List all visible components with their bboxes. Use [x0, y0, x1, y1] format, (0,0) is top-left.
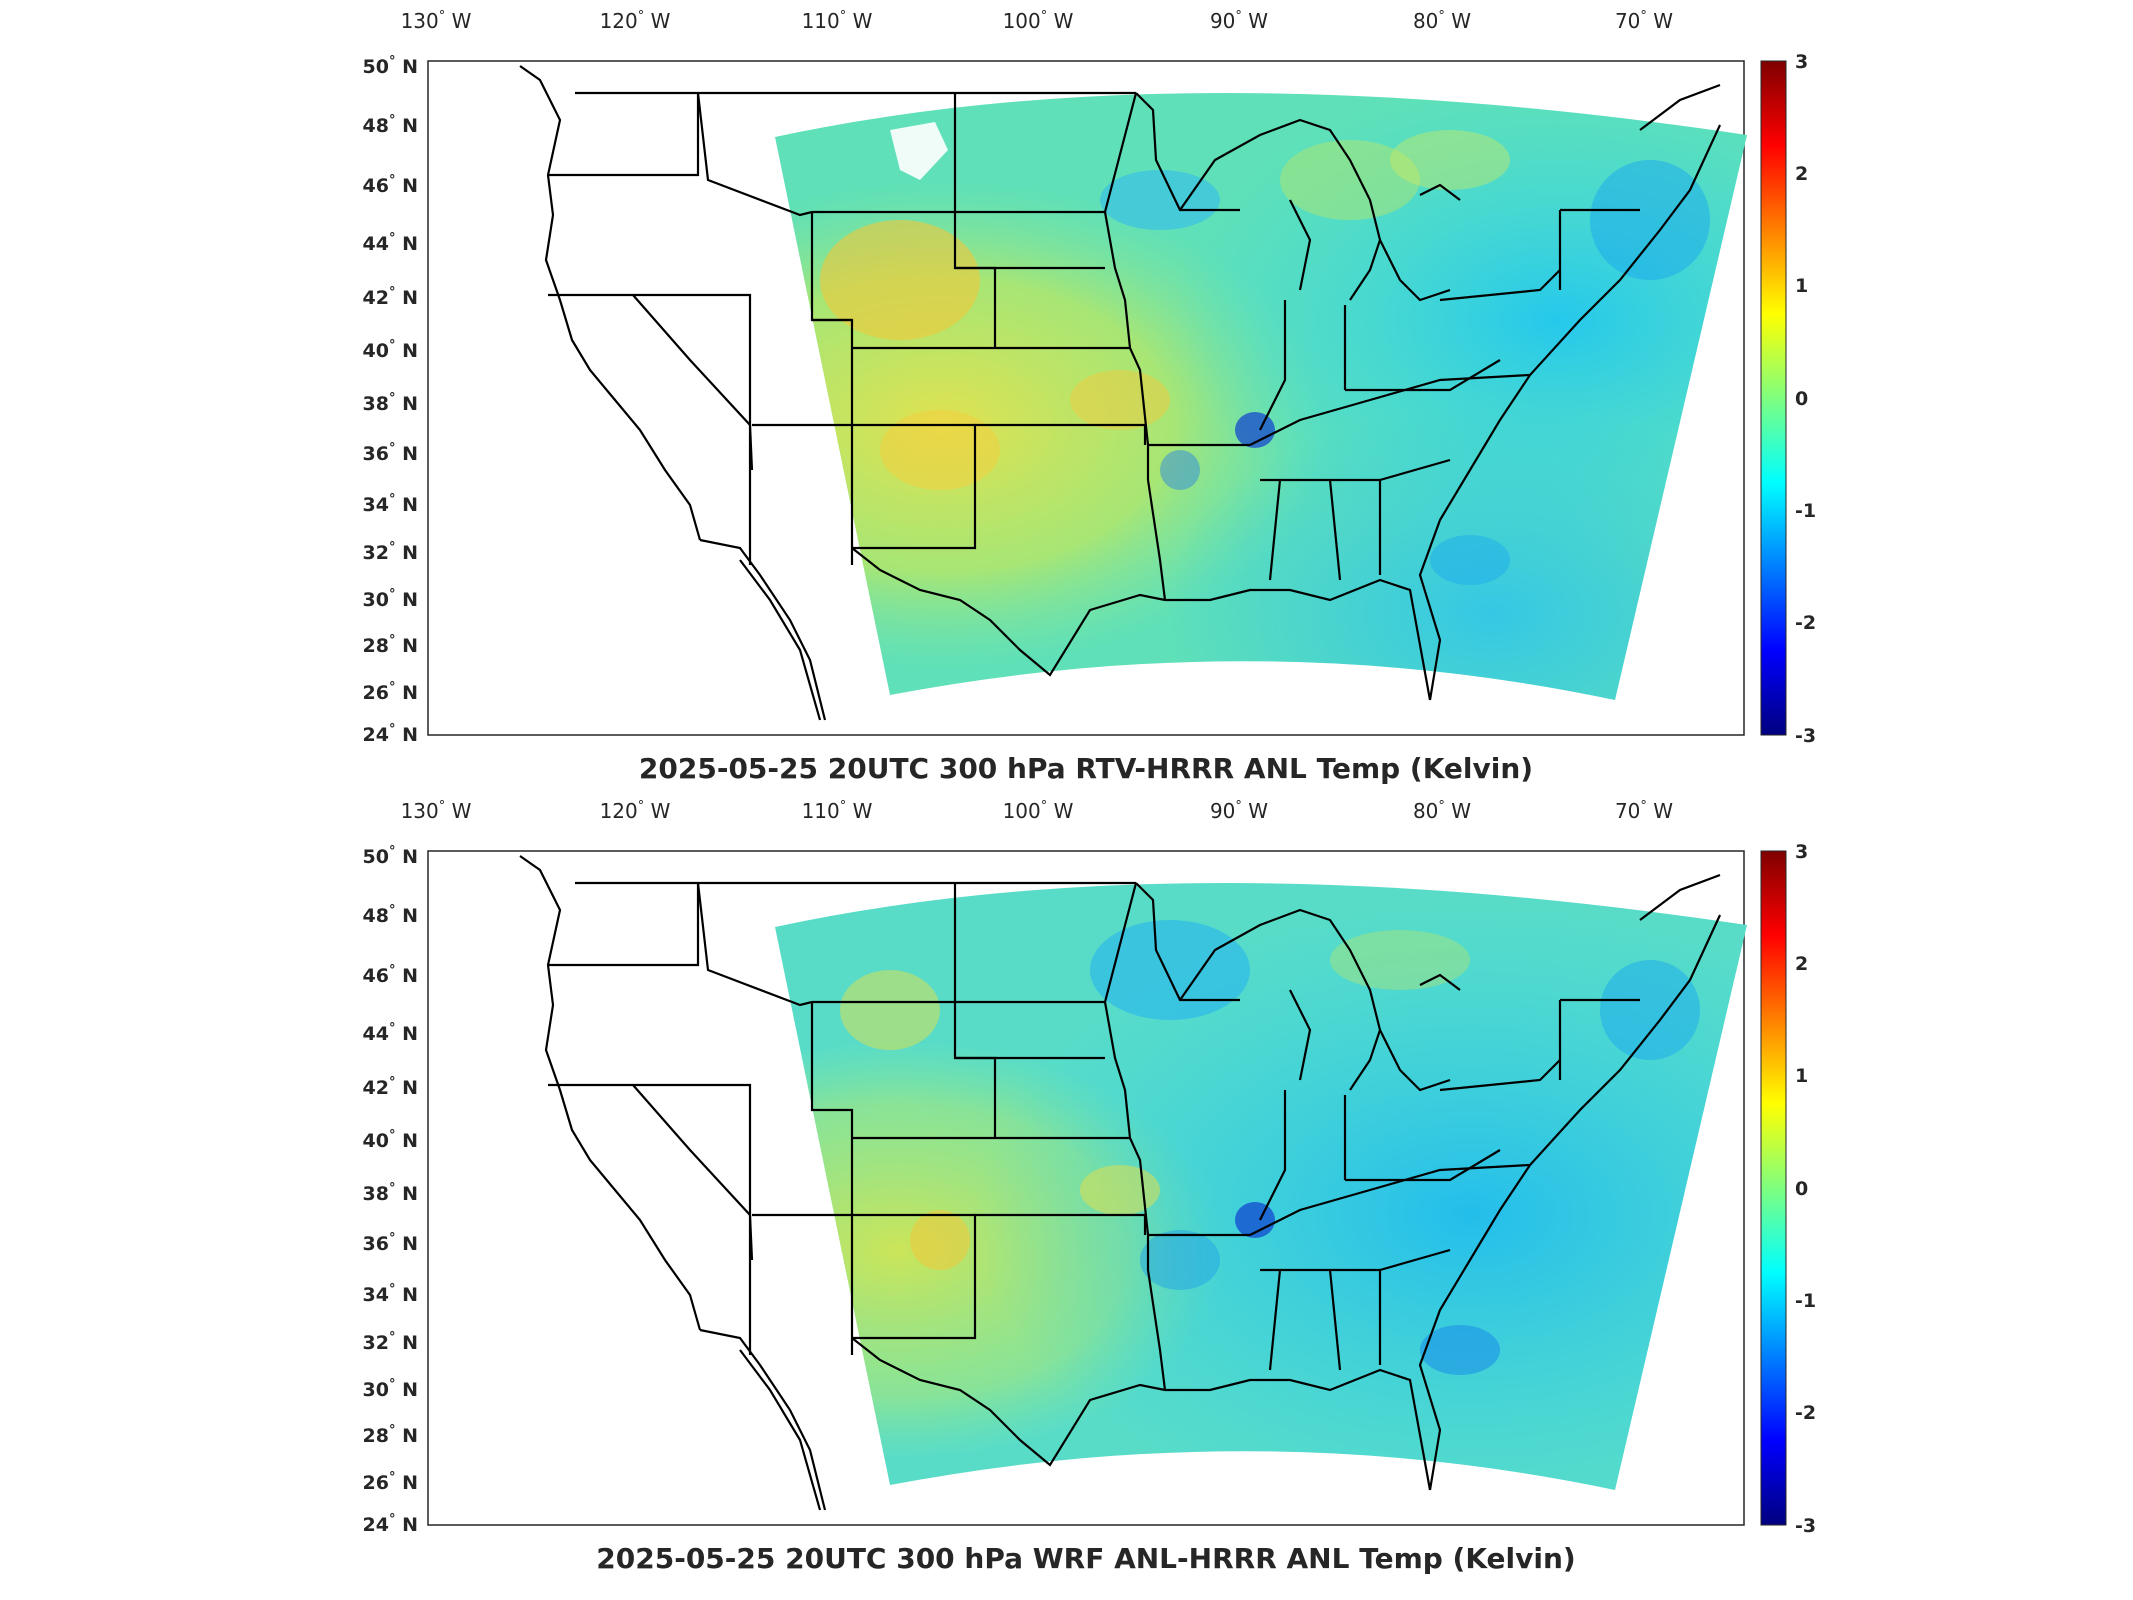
- colorbar-tick: -1: [1795, 1290, 1816, 1312]
- colorbar-gradient: [1760, 60, 1787, 736]
- lat-label: 36° N: [363, 1231, 418, 1255]
- colorbar-tick: 1: [1795, 275, 1808, 297]
- lat-label: 46° N: [363, 173, 418, 197]
- map-panel-bottom: 50° N 48° N 46° N 44° N 42° N 40° N 38° …: [0, 790, 2133, 1590]
- lon-label: 120° W: [600, 799, 671, 823]
- lon-label: 70° W: [1615, 9, 1673, 33]
- lat-label: 46° N: [363, 963, 418, 987]
- colorbar-bottom: 3 2 1 0 -1 -2 -3: [1760, 841, 1816, 1537]
- colorbar-tick: -2: [1795, 612, 1816, 634]
- lat-label: 42° N: [363, 285, 418, 309]
- map-svg-top: 50° N 48° N 46° N 44° N 42° N 40° N 38° …: [363, 9, 1817, 785]
- colorbar-top: 3 2 1 0 -1 -2 -3: [1760, 51, 1816, 747]
- lat-label: 30° N: [363, 1377, 418, 1401]
- latitude-labels-top: 50° N 48° N 46° N 44° N 42° N 40° N 38° …: [363, 54, 418, 746]
- lat-label: 36° N: [363, 441, 418, 465]
- lat-label: 30° N: [363, 587, 418, 611]
- lat-label: 38° N: [363, 391, 418, 415]
- lon-label: 130° W: [401, 9, 472, 33]
- colorbar-tick: -2: [1795, 1402, 1816, 1424]
- lon-label: 90° W: [1210, 9, 1268, 33]
- lat-label: 50° N: [363, 54, 418, 78]
- colorbar-tick: -3: [1795, 1515, 1816, 1537]
- longitude-labels-bottom: 130° W 120° W 110° W 100° W 90° W 80° W …: [401, 799, 1674, 823]
- lat-label: 44° N: [363, 1021, 418, 1045]
- lat-label: 26° N: [363, 680, 418, 704]
- colorbar-tick: -3: [1795, 725, 1816, 747]
- lon-label: 90° W: [1210, 799, 1268, 823]
- lat-label: 32° N: [363, 540, 418, 564]
- latitude-labels-bottom: 50° N 48° N 46° N 44° N 42° N 40° N 38° …: [363, 844, 418, 1536]
- lat-label: 34° N: [363, 1282, 418, 1306]
- lat-label: 24° N: [363, 1512, 418, 1536]
- map-svg-bottom: 50° N 48° N 46° N 44° N 42° N 40° N 38° …: [363, 799, 1817, 1575]
- colorbar-tick: 1: [1795, 1065, 1808, 1087]
- lon-label: 110° W: [802, 799, 873, 823]
- lat-label: 42° N: [363, 1075, 418, 1099]
- lon-label: 80° W: [1413, 799, 1471, 823]
- lat-label: 32° N: [363, 1330, 418, 1354]
- lon-label: 110° W: [802, 9, 873, 33]
- lon-label: 80° W: [1413, 9, 1471, 33]
- colorbar-tick: 0: [1795, 388, 1808, 410]
- longitude-labels-top: 130° W 120° W 110° W 100° W 90° W 80° W …: [401, 9, 1674, 33]
- lat-label: 44° N: [363, 231, 418, 255]
- lon-label: 100° W: [1003, 799, 1074, 823]
- state-boundaries-top: [519, 65, 1721, 721]
- lat-label: 38° N: [363, 1181, 418, 1205]
- colorbar-tick: 2: [1795, 163, 1808, 185]
- map-panel-top: 50° N 48° N 46° N 44° N 42° N 40° N 38° …: [363, 9, 1817, 785]
- temperature-field-top: [775, 92, 1747, 700]
- lat-label: 26° N: [363, 1470, 418, 1494]
- map-title-top: 2025-05-25 20UTC 300 hPa RTV-HRRR ANL Te…: [639, 752, 1533, 785]
- lat-label: 28° N: [363, 1423, 418, 1447]
- colorbar-tick: -1: [1795, 500, 1816, 522]
- lat-label: 48° N: [363, 113, 418, 137]
- lat-label: 40° N: [363, 1128, 418, 1152]
- colorbar-gradient: [1760, 850, 1787, 1526]
- lat-label: 28° N: [363, 633, 418, 657]
- lon-label: 70° W: [1615, 799, 1673, 823]
- lon-label: 100° W: [1003, 9, 1074, 33]
- colorbar-tick: 3: [1795, 51, 1808, 73]
- state-boundaries-bottom: [519, 855, 1721, 1511]
- colorbar-tick: 3: [1795, 841, 1808, 863]
- lat-label: 24° N: [363, 722, 418, 746]
- lon-label: 120° W: [600, 9, 671, 33]
- lon-label: 130° W: [401, 799, 472, 823]
- lat-label: 50° N: [363, 844, 418, 868]
- lat-label: 48° N: [363, 903, 418, 927]
- lat-label: 40° N: [363, 338, 418, 362]
- lat-label: 34° N: [363, 492, 418, 516]
- colorbar-tick: 0: [1795, 1178, 1808, 1200]
- map-title-bottom: 2025-05-25 20UTC 300 hPa WRF ANL-HRRR AN…: [596, 1542, 1575, 1575]
- temperature-field-bottom: [775, 882, 1747, 1490]
- colorbar-tick: 2: [1795, 953, 1808, 975]
